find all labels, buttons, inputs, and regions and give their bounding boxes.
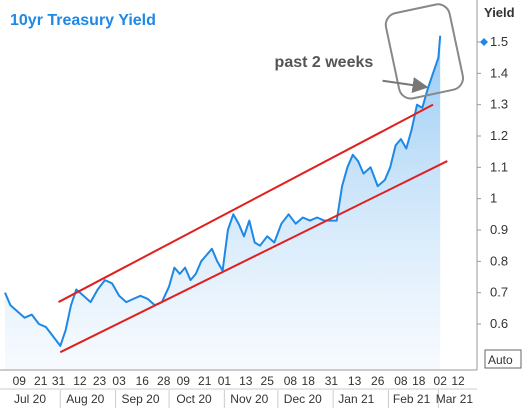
x-tick-label: 18: [302, 374, 316, 388]
y-tick-label: 0.6: [490, 316, 508, 331]
x-tick-label: 23: [93, 374, 107, 388]
month-label: Sep 20: [121, 392, 159, 406]
month-label: Oct 20: [176, 392, 212, 406]
x-tick-label: 12: [451, 374, 465, 388]
x-tick-label: 08: [394, 374, 408, 388]
x-tick-label: 09: [177, 374, 191, 388]
right-axis-panel: Yield 1.5 1.4 1.3 1.2 1.1 1 0.9 0.8 0.7 0.6 Auto: [476, 0, 524, 408]
x-tick-label: 13: [348, 374, 362, 388]
x-tick-label: 31: [52, 374, 66, 388]
x-tick-label: 02: [434, 374, 448, 388]
y-tick-label: 0.9: [490, 222, 508, 237]
x-ticks: 09 21 31 12 23 03 16 28 09 21 01 13 25 08 18 31 13 26 08 18…: [13, 374, 465, 388]
y-tick-label: 1.3: [490, 97, 508, 112]
y-tick-label: 1: [490, 191, 497, 206]
annotation-past-2-weeks: past 2 weeks: [275, 54, 374, 71]
x-tick-label: 03: [112, 374, 126, 388]
month-labels: Jul 20 Aug 20 Sep 20 Oct 20 Nov 20 Dec 20 Jan …: [14, 390, 473, 408]
y-tick-label: 1.4: [490, 65, 508, 80]
y-ticks: 1.5 1.4 1.3 1.2 1.1 1 0.9 0.8 0.7 0.6: [477, 34, 508, 331]
month-label: Jan 21: [338, 392, 374, 406]
month-label: Aug 20: [66, 392, 104, 406]
x-tick-label: 28: [157, 374, 171, 388]
month-label: Nov 20: [230, 392, 268, 406]
y-tick-label: 1.1: [490, 159, 508, 174]
y-axis-label: Yield: [484, 5, 515, 20]
x-tick-label: 01: [218, 374, 232, 388]
x-tick-label: 21: [34, 374, 48, 388]
x-tick-label: 31: [325, 374, 339, 388]
x-tick-label: 18: [412, 374, 426, 388]
yield-area-fill: [5, 35, 441, 370]
current-value-marker: [480, 38, 488, 46]
x-tick-label: 21: [198, 374, 212, 388]
y-tick-label: 1.2: [490, 128, 508, 143]
highlight-box: [384, 3, 464, 100]
month-label: Feb 21: [393, 392, 431, 406]
y-tick-label: 1.5: [490, 34, 508, 49]
month-label: Mar 21: [436, 392, 474, 406]
y-tick-label: 0.8: [490, 253, 508, 268]
x-tick-label: 16: [136, 374, 150, 388]
x-tick-label: 13: [239, 374, 253, 388]
x-tick-label: 09: [13, 374, 27, 388]
chart-title: 10yr Treasury Yield: [10, 12, 156, 29]
x-tick-label: 08: [284, 374, 298, 388]
annotation-arrow: [382, 77, 429, 94]
channel-lower-line: [59, 160, 448, 354]
current-value-diamond-icon: [480, 38, 488, 46]
x-axis: 09 21 31 12 23 03 16 28 09 21 01 13 25 08 18 31 13 26 08 18…: [0, 369, 477, 408]
auto-scale-button[interactable]: Auto: [488, 353, 513, 367]
channel-upper-line: [58, 103, 434, 303]
x-tick-label: 26: [371, 374, 385, 388]
x-tick-label: 25: [261, 374, 275, 388]
month-label: Dec 20: [284, 392, 322, 406]
yield-series-line: [4, 35, 442, 347]
y-tick-label: 0.7: [490, 285, 508, 300]
x-tick-label: 12: [73, 374, 87, 388]
month-label: Jul 20: [14, 392, 46, 406]
